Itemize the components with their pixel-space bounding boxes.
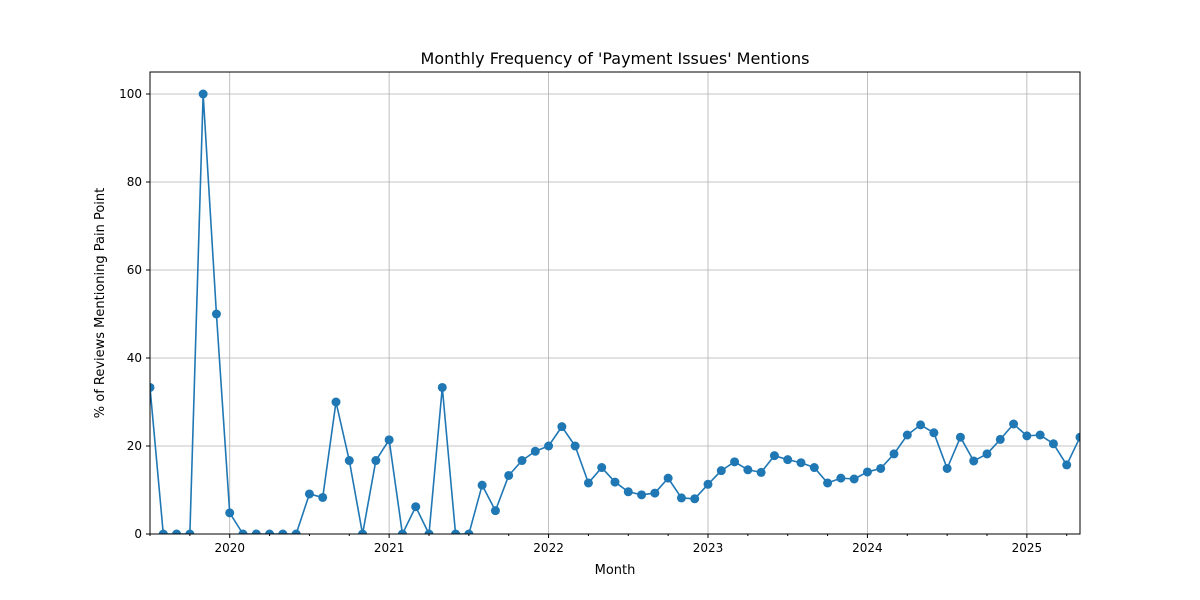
y-tick-label: 60 [127, 263, 142, 277]
data-point [597, 463, 607, 473]
data-point [836, 473, 846, 483]
data-point [371, 456, 381, 466]
data-point [769, 451, 779, 461]
data-point [397, 529, 407, 534]
data-point [929, 428, 939, 438]
x-tick-label: 2024 [852, 541, 883, 555]
data-point [570, 441, 580, 451]
data-point [517, 456, 527, 466]
data-point [650, 488, 660, 498]
y-tick-label: 20 [127, 439, 142, 453]
data-point [1062, 460, 1072, 470]
data-point [955, 432, 965, 442]
data-point [982, 449, 992, 459]
data-point [623, 487, 633, 497]
data-point [265, 529, 275, 534]
y-axis-label: % of Reviews Mentioning Pain Point [93, 188, 108, 419]
x-tick-label: 2020 [214, 541, 245, 555]
data-point [1075, 432, 1080, 442]
data-point [150, 382, 155, 392]
data-point [583, 478, 593, 488]
data-point [690, 494, 700, 504]
x-tick-label: 2022 [533, 541, 564, 555]
data-point [172, 529, 182, 534]
x-tick-label: 2025 [1012, 541, 1043, 555]
data-point [477, 480, 487, 490]
data-point [451, 529, 461, 534]
data-point [849, 474, 859, 484]
data-point [889, 449, 899, 459]
data-point [663, 473, 673, 483]
data-point [238, 529, 248, 534]
x-axis-label: Month [595, 563, 636, 578]
data-point [756, 467, 766, 477]
data-point [862, 467, 872, 477]
y-tick-label: 40 [127, 351, 142, 365]
y-tick-label: 0 [134, 527, 142, 541]
data-point [291, 529, 301, 534]
data-point [809, 463, 819, 473]
data-point [969, 456, 979, 466]
data-point [557, 422, 567, 432]
series-line [150, 93, 1080, 534]
data-point [437, 382, 447, 392]
x-tick-label: 2023 [693, 541, 724, 555]
data-point [490, 506, 500, 516]
data-point [530, 446, 540, 456]
data-point [318, 492, 328, 502]
y-tick-label: 100 [119, 87, 142, 101]
data-point [158, 529, 168, 534]
data-point [278, 529, 288, 534]
data-point [211, 309, 221, 319]
data-point [424, 529, 434, 534]
data-point [637, 490, 647, 500]
data-point [1048, 439, 1058, 449]
data-point [251, 529, 261, 534]
plot-frame [149, 71, 1081, 535]
data-point [198, 89, 208, 99]
data-point [610, 477, 620, 487]
data-point [823, 478, 833, 488]
data-point [1022, 431, 1032, 441]
data-point [730, 457, 740, 467]
data-point [344, 456, 354, 466]
data-point [304, 489, 314, 499]
data-point [796, 458, 806, 468]
data-point [544, 441, 554, 451]
data-point [902, 430, 912, 440]
data-point [942, 463, 952, 473]
data-point [504, 470, 514, 480]
grid [150, 72, 1080, 535]
data-point [783, 455, 793, 465]
data-point [703, 479, 713, 489]
series-group [150, 89, 1080, 534]
data-point [358, 529, 368, 534]
data-point [716, 466, 726, 476]
data-point [464, 529, 474, 534]
data-point [331, 397, 341, 407]
series-layer [150, 89, 1080, 534]
data-point [743, 465, 753, 475]
data-point [676, 493, 686, 503]
data-point [411, 502, 421, 512]
data-point [916, 420, 926, 430]
data-point [1009, 419, 1019, 429]
x-tick-label: 2021 [374, 541, 405, 555]
data-point [384, 435, 394, 445]
y-tick-label: 80 [127, 175, 142, 189]
axis-ticks: 0 20 40 60 80 100 2020 2021 2022 2023 2024 2025 [119, 87, 1068, 555]
data-point [876, 463, 886, 473]
data-point [225, 508, 235, 518]
data-point [1035, 430, 1045, 440]
data-point [185, 529, 195, 534]
chart-title: Monthly Frequency of 'Payment Issues' Me… [421, 49, 810, 68]
data-point [995, 434, 1005, 444]
